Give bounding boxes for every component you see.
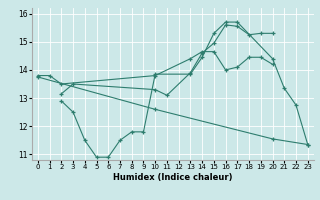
X-axis label: Humidex (Indice chaleur): Humidex (Indice chaleur) (113, 173, 233, 182)
